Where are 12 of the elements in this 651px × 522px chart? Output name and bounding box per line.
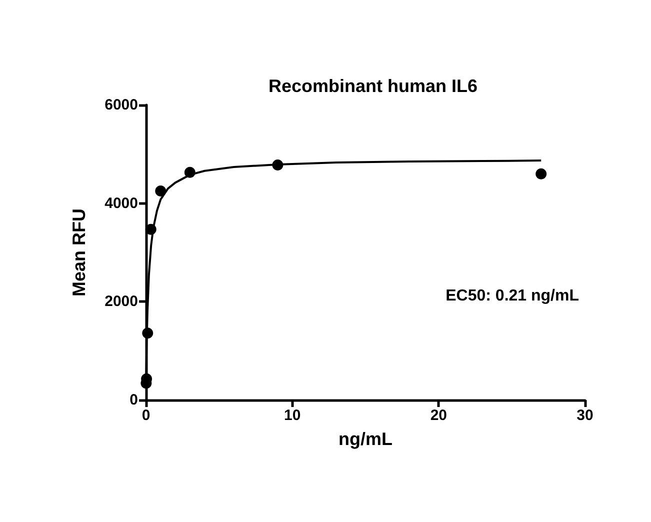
chart-title: Recombinant human IL6 <box>268 76 478 96</box>
x-axis-title: ng/mL <box>338 429 392 449</box>
y-tick-label: 0 <box>130 392 138 408</box>
x-tick-label: 20 <box>430 407 448 424</box>
y-tick-label: 4000 <box>104 194 138 212</box>
annotation: EC50: 0.21 ng/mL <box>446 288 580 304</box>
y-axis-title: Mean RFU <box>69 208 89 297</box>
y-tick-label: 6000 <box>104 96 138 114</box>
x-tick-label: 30 <box>576 407 594 424</box>
x-tick-label: 10 <box>284 407 301 424</box>
y-tick-label: 2000 <box>104 293 138 310</box>
x-tick-label: 0 <box>142 407 150 424</box>
